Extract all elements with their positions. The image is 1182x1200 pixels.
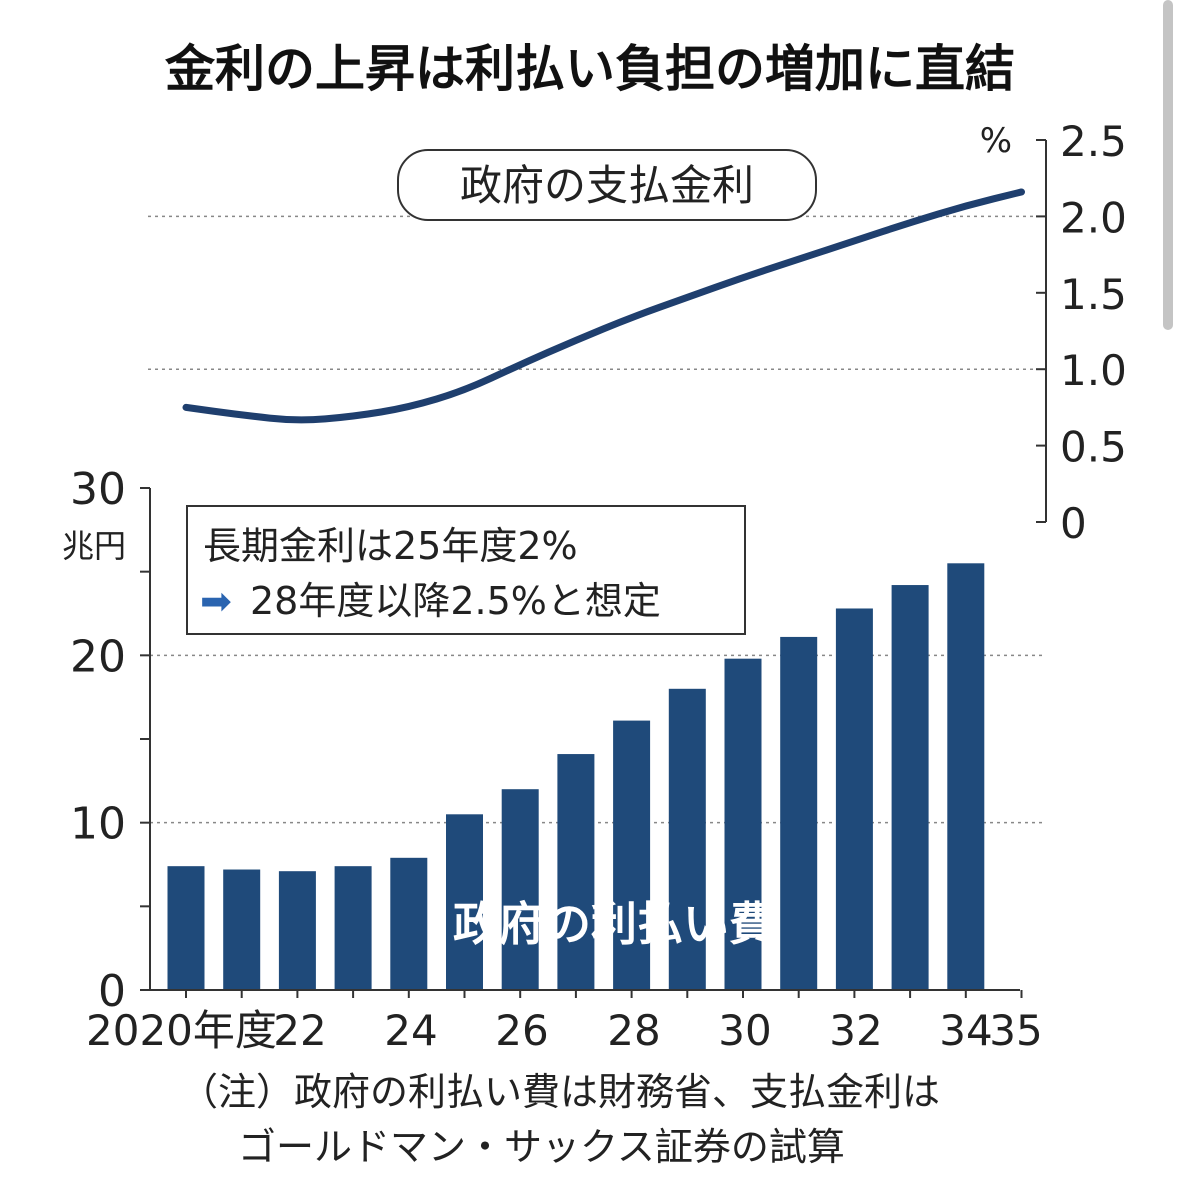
cost-bar: [724, 658, 762, 990]
x-tick-label: 24: [384, 1006, 437, 1055]
note-line-2: ゴールドマン・サックス証券の試算: [238, 1125, 845, 1169]
cost-bar: [390, 857, 428, 990]
x-tick-label: 26: [495, 1006, 548, 1055]
rate-series-label-box: [397, 149, 817, 221]
cost-bar: [446, 814, 483, 990]
rate-tick-label: 2.0: [1060, 193, 1127, 242]
rate-tick-label: 0.5: [1060, 423, 1127, 472]
note-line-1: （注）政府の利払い費は財務省、支払金利は: [180, 1070, 940, 1114]
rate-unit-label: %: [980, 121, 1012, 161]
rate-tick-label: 0: [1060, 499, 1087, 548]
cost-bar: [557, 754, 595, 990]
interest-cost-panel: 0 10 20 30 兆円 長期金利は25年度2% ➡ 28年度以降2.5%と想定 政…: [62, 464, 1044, 1017]
cost-bar: [780, 636, 818, 990]
assumption-line-2: 28年度以降2.5%と想定: [250, 579, 661, 623]
rate-y-ticks: 0 0.5 1.0 1.5 2.0 2.5: [1036, 117, 1127, 548]
x-ticks: [185, 990, 1023, 998]
assumption-arrow-icon: ➡: [200, 579, 232, 623]
cost-bar: [947, 563, 985, 990]
cost-bar: [891, 585, 929, 990]
cost-tick-label: 10: [70, 799, 126, 850]
cost-bar: [223, 869, 261, 990]
assumption-line-1: 長期金利は25年度2%: [203, 524, 578, 568]
cost-bar: [835, 608, 873, 990]
x-tick-label: 32: [829, 1006, 882, 1055]
cost-bar: [668, 688, 706, 990]
cost-tick-label: 20: [70, 631, 126, 682]
chart-title: 金利の上昇は利払い負担の増加に直結: [165, 40, 1015, 98]
cost-bars: [167, 563, 985, 990]
x-tick-label: 22: [273, 1006, 326, 1055]
cost-tick-label: 30: [70, 464, 126, 515]
x-tick-label: 28: [607, 1006, 660, 1055]
rate-series-label: 政府の支払金利: [460, 161, 754, 210]
x-tick-label: 2020年度: [86, 1006, 277, 1055]
cost-bar: [278, 871, 316, 990]
cost-bar: [501, 789, 539, 990]
cost-y-ticks: 0 10 20 30: [70, 464, 150, 1017]
cost-unit-label: 兆円: [62, 527, 126, 565]
cost-bar: [334, 866, 372, 990]
scrollbar[interactable]: [1163, 0, 1173, 330]
rate-tick-label: 2.5: [1060, 117, 1127, 166]
assumption-box: [186, 505, 746, 635]
rate-tick-label: 1.5: [1060, 270, 1127, 319]
x-tick-label: 30: [718, 1006, 771, 1055]
rate-series-line: [182, 188, 1025, 424]
interest-rate-panel: 0 0.5 1.0 1.5 2.0 2.5 % 政府の支払金利: [148, 117, 1127, 548]
x-tick-label: 34: [939, 1006, 992, 1055]
x-tick-label: 35: [989, 1006, 1042, 1055]
rate-gridlines: [148, 215, 1040, 370]
rate-tick-label: 1.0: [1060, 346, 1127, 395]
cost-bar: [167, 866, 205, 990]
cost-series-label: 政府の利払い費: [453, 897, 775, 951]
cost-tick-label: 0: [98, 966, 126, 1017]
cost-bar: [613, 720, 651, 990]
